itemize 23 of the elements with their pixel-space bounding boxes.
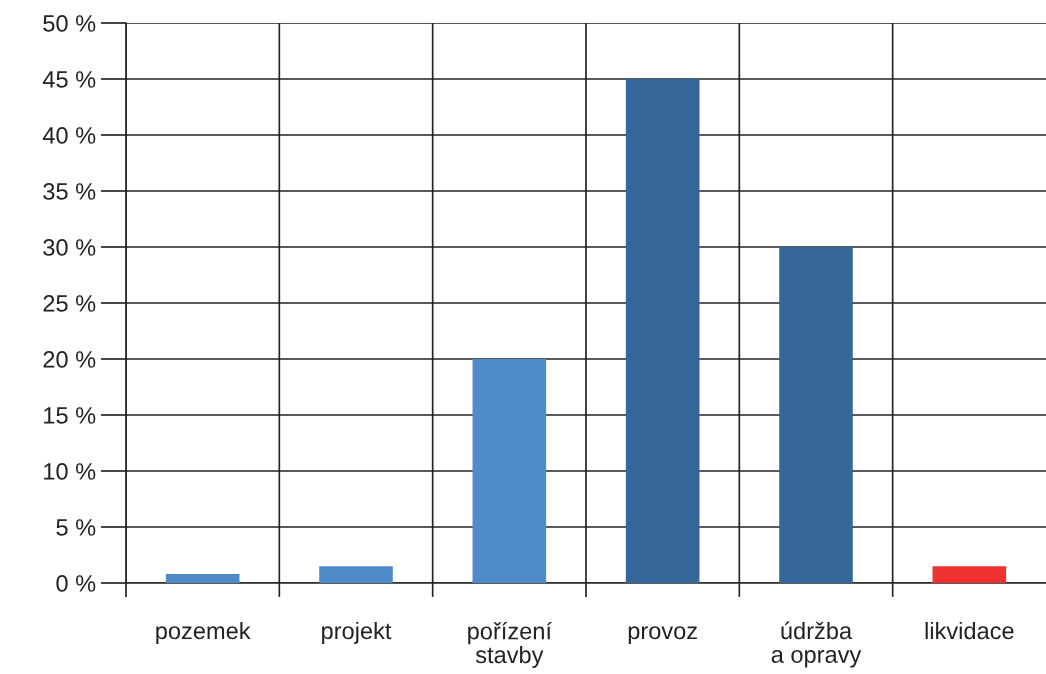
- y-tick-label: 20 %: [43, 351, 96, 368]
- x-tick-label: pozemek: [156, 621, 251, 644]
- x-tick-label: pořízení stavby: [468, 621, 552, 668]
- y-tick-label: 5 %: [56, 519, 96, 536]
- x-tick-label: údržba a opravy: [771, 621, 862, 668]
- y-tick-label: 50 %: [43, 15, 96, 32]
- bar: [472, 359, 547, 583]
- y-tick-label: 10 %: [44, 463, 96, 480]
- y-tick-label: 0 %: [56, 575, 96, 592]
- y-tick-label: 15 %: [44, 407, 96, 424]
- y-tick-label: 35 %: [43, 183, 96, 200]
- y-tick-label: 40 %: [42, 127, 96, 144]
- y-tick-label: 30 %: [43, 239, 96, 256]
- x-tick-label: likvidace: [925, 621, 1014, 640]
- bar: [779, 247, 853, 583]
- y-tick-label: 25 %: [43, 295, 96, 312]
- x-tick-label: provoz: [628, 626, 697, 644]
- bar: [932, 566, 1007, 583]
- bar: [165, 574, 240, 583]
- bar: [319, 566, 393, 583]
- x-tick-label: projekt: [322, 621, 392, 644]
- bar: [625, 79, 700, 583]
- y-tick-label: 45 %: [42, 71, 96, 88]
